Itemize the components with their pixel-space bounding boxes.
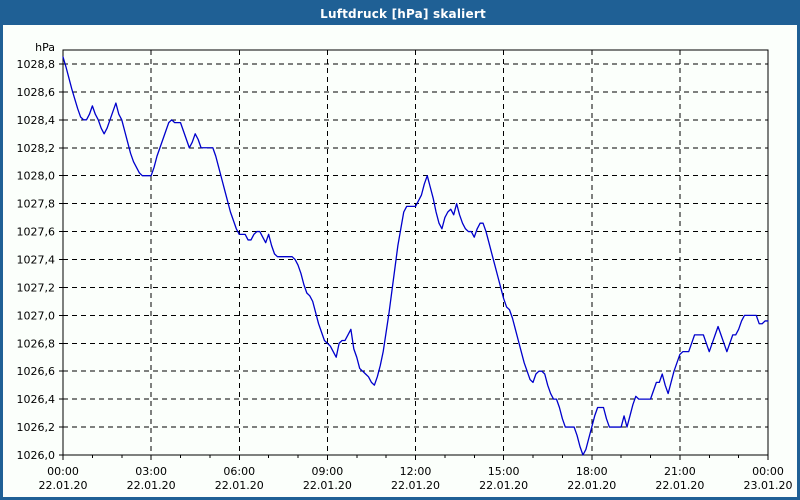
x-axis-tick-date: 22.01.20 [127, 479, 176, 492]
x-axis-tick-time: 03:00 [135, 465, 167, 478]
y-axis-tick-label: 1026,2 [17, 421, 56, 434]
y-axis-tick-label: 1028,4 [17, 114, 56, 127]
y-axis-tick-label: 1028,0 [17, 170, 56, 183]
y-axis-tick-label: 1026,8 [17, 337, 56, 350]
x-axis-tick-date: 22.01.20 [39, 479, 88, 492]
y-axis-tick-label: 1028,6 [17, 86, 56, 99]
y-axis-tick-label: 1027,6 [17, 226, 56, 239]
y-axis-tick-label: 1026,6 [17, 365, 56, 378]
pressure-series [62, 56, 769, 456]
x-axis-tick-time: 09:00 [312, 465, 344, 478]
y-axis-tick-label: 1027,8 [17, 198, 56, 211]
y-axis-labels: 1028,8 1028,6 1028,4 1028,2 1028,0 1027,8 1027… [17, 58, 56, 462]
y-axis-unit-text: hPa [35, 41, 55, 54]
x-axis-tick-date: 22.01.20 [479, 479, 528, 492]
y-axis-tick-label: 1027,0 [17, 309, 56, 322]
grid-lines [63, 50, 768, 456]
x-axis-tick-date: 22.01.20 [567, 479, 616, 492]
x-axis-tick-time: 15:00 [488, 465, 520, 478]
pressure-line-chart: 1028,8 1028,6 1028,4 1028,2 1028,0 1027,8 1027… [17, 41, 793, 492]
y-axis-tick-label: 1027,4 [17, 253, 56, 266]
chart-canvas: 1028,8 1028,6 1028,4 1028,2 1028,0 1027,8 1027… [3, 25, 797, 497]
y-axis-unit-label: hPa [35, 41, 55, 54]
page-title: Luftdruck [hPa] skaliert [320, 7, 486, 21]
plot-frame [62, 49, 769, 456]
x-axis-tick-date: 23.01.20 [744, 479, 793, 492]
y-axis-tick-label: 1028,8 [17, 58, 56, 71]
y-axis-tick-label: 1028,2 [17, 142, 56, 155]
x-axis-ticks [62, 455, 769, 460]
x-axis-tick-time: 00:00 [752, 465, 784, 478]
x-axis-tick-date: 22.01.20 [215, 479, 264, 492]
x-axis-tick-date: 22.01.20 [655, 479, 704, 492]
x-axis-labels: 00:0022.01.2003:0022.01.2006:0022.01.200… [39, 465, 793, 492]
x-axis-tick-time: 12:00 [400, 465, 432, 478]
y-axis-tick-label: 1027,2 [17, 281, 56, 294]
x-axis-tick-time: 00:00 [47, 465, 79, 478]
x-axis-tick-date: 22.01.20 [303, 479, 352, 492]
x-axis-tick-date: 22.01.20 [391, 479, 440, 492]
window-title-bar: Luftdruck [hPa] skaliert [3, 3, 797, 25]
x-axis-tick-time: 18:00 [576, 465, 608, 478]
x-axis-tick-time: 21:00 [664, 465, 696, 478]
y-axis-tick-label: 1026,4 [17, 393, 56, 406]
y-axis-ticks [59, 63, 63, 456]
x-axis-tick-time: 06:00 [223, 465, 255, 478]
y-axis-tick-label: 1026,0 [17, 449, 56, 462]
